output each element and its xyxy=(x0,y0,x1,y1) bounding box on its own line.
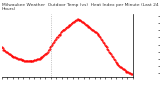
Text: Milwaukee Weather  Outdoor Temp (vs)  Heat Index per Minute (Last 24 Hours): Milwaukee Weather Outdoor Temp (vs) Heat… xyxy=(2,3,158,11)
